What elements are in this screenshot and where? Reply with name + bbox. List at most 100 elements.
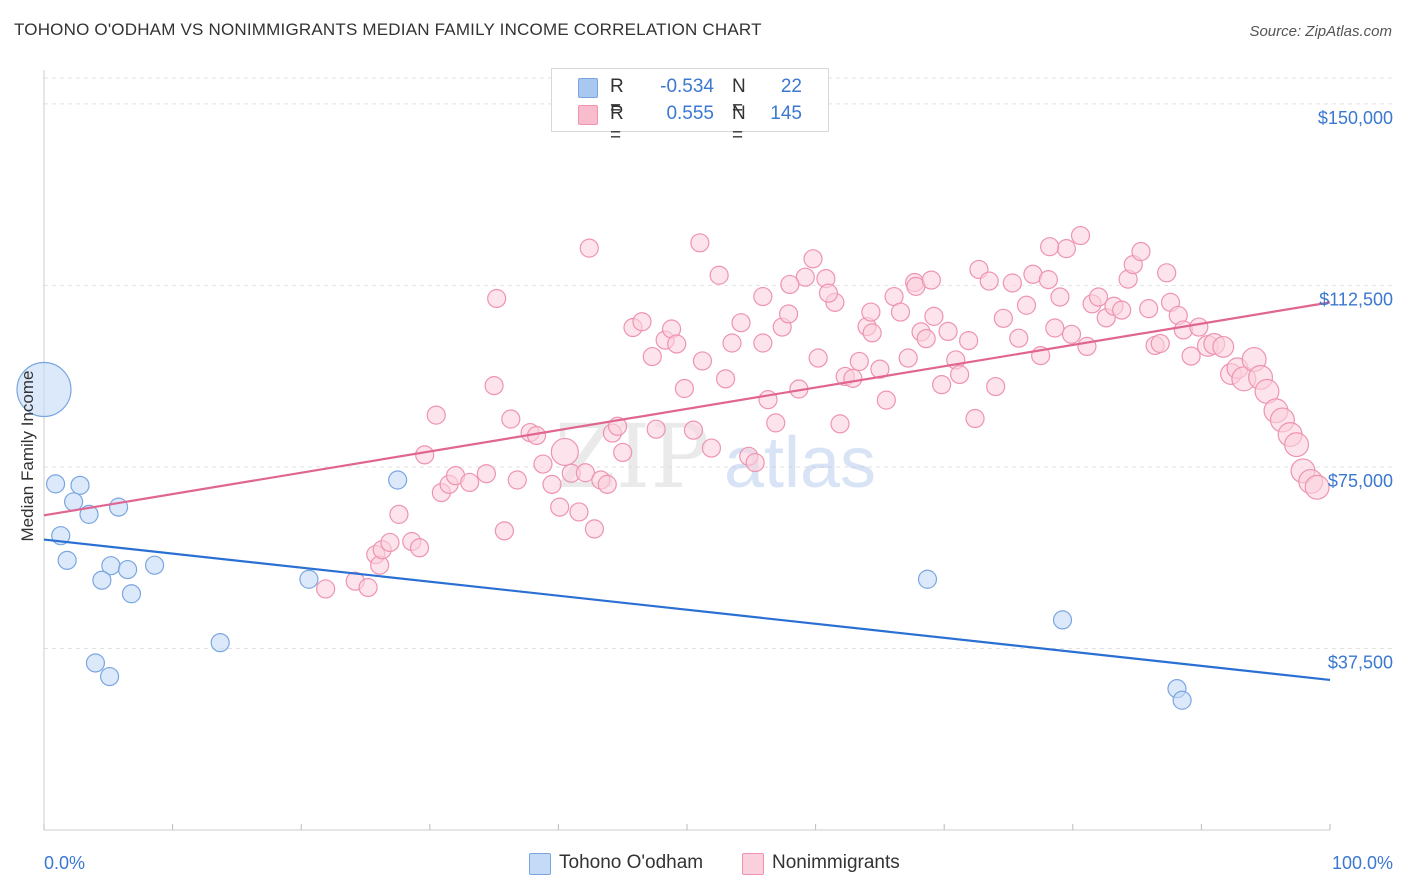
point-nonimmigrants <box>795 267 815 287</box>
y-tick-label: $37,500 <box>1328 652 1393 672</box>
point-nonimmigrants <box>862 323 882 343</box>
point-tohono <box>85 653 106 673</box>
tick-labels: $37,500 $75,000 $112,500 $150,000 0.0% 100.0% <box>44 108 1393 873</box>
point-nonimmigrants <box>803 249 823 269</box>
point-nonimmigrants <box>950 364 970 385</box>
point-tohono <box>70 475 90 495</box>
point-nonimmigrants <box>632 312 652 332</box>
legend-n-value: 22 <box>780 76 802 97</box>
point-nonimmigrants <box>1088 287 1109 307</box>
point-nonimmigrants <box>849 351 869 372</box>
data-points <box>16 225 1330 710</box>
legend-swatch-nonimmigrants <box>578 105 598 125</box>
point-nonimmigrants <box>1189 317 1209 337</box>
point-nonimmigrants <box>701 438 722 458</box>
bottom-legend-label-nonimmigrants: Nonimmigrants <box>772 852 900 873</box>
point-tohono <box>117 559 138 580</box>
point-nonimmigrants <box>1139 299 1159 319</box>
legend-r-label: R = <box>610 103 624 146</box>
point-nonimmigrants <box>613 442 633 463</box>
point-tohono <box>917 569 938 589</box>
point-nonimmigrants <box>766 413 786 433</box>
point-nonimmigrants <box>1304 474 1330 500</box>
point-nonimmigrants <box>778 304 799 324</box>
point-nonimmigrants <box>646 419 666 439</box>
trend-line-tohono <box>43 538 1331 682</box>
point-nonimmigrants <box>579 238 599 258</box>
point-nonimmigrants <box>722 333 742 353</box>
point-nonimmigrants <box>501 409 521 429</box>
point-nonimmigrants <box>986 376 1006 397</box>
point-tohono <box>108 497 129 517</box>
point-nonimmigrants <box>642 346 662 367</box>
bottom-legend-swatch-nonimmigrants <box>742 853 764 875</box>
point-tohono <box>299 569 319 589</box>
point-nonimmigrants <box>861 302 881 322</box>
point-nonimmigrants <box>1045 318 1065 338</box>
trend-lines <box>43 301 1331 682</box>
point-nonimmigrants <box>550 437 579 467</box>
point-nonimmigrants <box>916 329 936 349</box>
point-tohono <box>1052 610 1073 630</box>
point-nonimmigrants <box>550 497 570 517</box>
point-nonimmigrants <box>542 474 562 494</box>
point-nonimmigrants <box>1212 335 1235 358</box>
point-nonimmigrants <box>1070 225 1091 246</box>
point-nonimmigrants <box>731 313 751 333</box>
point-nonimmigrants <box>426 405 446 425</box>
y-tick-label: $150,000 <box>1318 108 1393 128</box>
point-nonimmigrants <box>690 233 710 253</box>
point-nonimmigrants <box>667 334 687 354</box>
point-nonimmigrants <box>932 375 952 395</box>
point-nonimmigrants <box>1002 273 1022 293</box>
point-nonimmigrants <box>533 454 553 474</box>
point-tohono <box>92 570 112 590</box>
point-nonimmigrants <box>692 351 713 371</box>
point-tohono <box>45 474 66 494</box>
point-nonimmigrants <box>818 283 839 303</box>
bottom-legend-swatch-tohono <box>529 853 551 875</box>
legend-n-value: 145 <box>770 103 802 124</box>
point-nonimmigrants <box>1112 300 1132 320</box>
point-nonimmigrants <box>1157 263 1177 283</box>
point-nonimmigrants <box>569 502 589 522</box>
point-nonimmigrants <box>316 579 336 599</box>
point-nonimmigrants <box>1038 270 1058 290</box>
point-nonimmigrants <box>979 271 999 291</box>
correlation-legend: R = -0.534 N = 22 R = 0.555 N = 145 <box>551 68 829 146</box>
point-nonimmigrants <box>1077 336 1097 357</box>
point-nonimmigrants <box>1009 328 1029 348</box>
point-nonimmigrants <box>709 265 729 285</box>
point-nonimmigrants <box>808 348 828 368</box>
legend-n-label: N = <box>732 76 746 119</box>
point-nonimmigrants <box>1056 239 1076 259</box>
point-nonimmigrants <box>921 270 941 290</box>
point-nonimmigrants <box>1016 295 1037 315</box>
point-nonimmigrants <box>993 308 1013 328</box>
legend-n-label: N = <box>732 103 746 146</box>
point-tohono <box>144 555 165 575</box>
point-nonimmigrants <box>674 378 695 399</box>
point-nonimmigrants <box>870 359 890 379</box>
point-nonimmigrants <box>1150 333 1170 354</box>
source-label: Source: ZipAtlas.com <box>1249 23 1392 40</box>
point-nonimmigrants <box>898 348 918 368</box>
point-nonimmigrants <box>389 504 409 524</box>
point-nonimmigrants <box>876 390 896 410</box>
point-tohono <box>210 633 230 653</box>
bottom-legend-label-tohono: Tohono O'odham <box>559 852 704 873</box>
point-nonimmigrants <box>1284 432 1310 458</box>
point-nonimmigrants <box>409 538 430 558</box>
point-tohono <box>16 361 72 418</box>
point-nonimmigrants <box>575 463 596 483</box>
point-tohono <box>1172 690 1192 710</box>
point-nonimmigrants <box>507 470 527 490</box>
point-nonimmigrants <box>843 368 863 388</box>
legend-swatch-tohono <box>578 78 598 98</box>
point-nonimmigrants <box>1061 324 1082 344</box>
point-nonimmigrants <box>487 288 507 309</box>
point-tohono <box>121 584 142 604</box>
chart-title: TOHONO O'ODHAM VS NONIMMIGRANTS MEDIAN F… <box>14 20 762 39</box>
y-axis-label: Median Family Income <box>18 370 37 541</box>
